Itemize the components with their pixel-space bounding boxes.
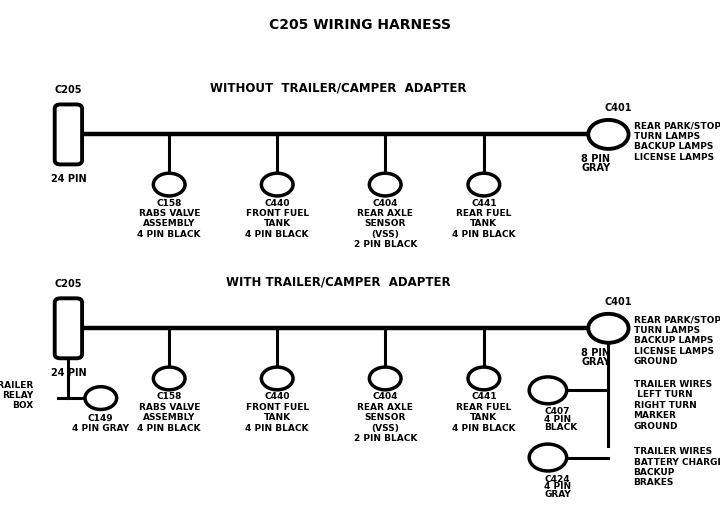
Text: C440
FRONT FUEL
TANK
4 PIN BLACK: C440 FRONT FUEL TANK 4 PIN BLACK — [246, 199, 309, 239]
Circle shape — [369, 367, 401, 390]
Text: C149
4 PIN GRAY: C149 4 PIN GRAY — [72, 414, 130, 433]
Text: C407: C407 — [544, 407, 570, 416]
Text: C205 WIRING HARNESS: C205 WIRING HARNESS — [269, 18, 451, 32]
Text: BLACK: BLACK — [544, 423, 577, 432]
Circle shape — [468, 367, 500, 390]
Text: 8 PIN: 8 PIN — [581, 348, 610, 358]
Text: C424: C424 — [544, 475, 570, 483]
Text: GRAY: GRAY — [544, 490, 571, 499]
Circle shape — [261, 173, 293, 196]
FancyBboxPatch shape — [55, 104, 82, 164]
Text: C404
REAR AXLE
SENSOR
(VSS)
2 PIN BLACK: C404 REAR AXLE SENSOR (VSS) 2 PIN BLACK — [354, 392, 417, 443]
Text: C205: C205 — [55, 85, 82, 95]
Text: 4 PIN: 4 PIN — [544, 415, 572, 424]
Text: 8 PIN: 8 PIN — [581, 154, 610, 164]
Text: C158
RABS VALVE
ASSEMBLY
4 PIN BLACK: C158 RABS VALVE ASSEMBLY 4 PIN BLACK — [138, 199, 201, 239]
Circle shape — [529, 444, 567, 471]
Text: C205: C205 — [55, 279, 82, 289]
Text: 4 PIN: 4 PIN — [544, 482, 572, 491]
Text: C440
FRONT FUEL
TANK
4 PIN BLACK: C440 FRONT FUEL TANK 4 PIN BLACK — [246, 392, 309, 433]
Text: 24 PIN: 24 PIN — [50, 368, 86, 377]
Text: TRAILER WIRES
BATTERY CHARGE
BACKUP
BRAKES: TRAILER WIRES BATTERY CHARGE BACKUP BRAK… — [634, 447, 720, 488]
Text: C401: C401 — [605, 103, 632, 113]
Text: TRAILER WIRES
 LEFT TURN
RIGHT TURN
MARKER
GROUND: TRAILER WIRES LEFT TURN RIGHT TURN MARKE… — [634, 380, 712, 431]
Text: 24 PIN: 24 PIN — [50, 174, 86, 184]
Circle shape — [153, 173, 185, 196]
Text: C441
REAR FUEL
TANK
4 PIN BLACK: C441 REAR FUEL TANK 4 PIN BLACK — [452, 392, 516, 433]
Circle shape — [588, 314, 629, 343]
Circle shape — [261, 367, 293, 390]
Circle shape — [153, 367, 185, 390]
Text: REAR PARK/STOP
TURN LAMPS
BACKUP LAMPS
LICENSE LAMPS
GROUND: REAR PARK/STOP TURN LAMPS BACKUP LAMPS L… — [634, 315, 720, 366]
Text: WITH TRAILER/CAMPER  ADAPTER: WITH TRAILER/CAMPER ADAPTER — [226, 275, 451, 288]
Text: C441
REAR FUEL
TANK
4 PIN BLACK: C441 REAR FUEL TANK 4 PIN BLACK — [452, 199, 516, 239]
Circle shape — [369, 173, 401, 196]
Text: REAR PARK/STOP
TURN LAMPS
BACKUP LAMPS
LICENSE LAMPS: REAR PARK/STOP TURN LAMPS BACKUP LAMPS L… — [634, 121, 720, 162]
Text: C404
REAR AXLE
SENSOR
(VSS)
2 PIN BLACK: C404 REAR AXLE SENSOR (VSS) 2 PIN BLACK — [354, 199, 417, 249]
Text: C401: C401 — [605, 297, 632, 307]
FancyBboxPatch shape — [55, 298, 82, 358]
Text: GRAY: GRAY — [581, 163, 610, 173]
Text: C158
RABS VALVE
ASSEMBLY
4 PIN BLACK: C158 RABS VALVE ASSEMBLY 4 PIN BLACK — [138, 392, 201, 433]
Text: TRAILER
RELAY
BOX: TRAILER RELAY BOX — [0, 381, 34, 410]
Circle shape — [85, 387, 117, 409]
Circle shape — [468, 173, 500, 196]
Circle shape — [529, 377, 567, 404]
Text: GRAY: GRAY — [581, 357, 610, 367]
Text: WITHOUT  TRAILER/CAMPER  ADAPTER: WITHOUT TRAILER/CAMPER ADAPTER — [210, 81, 467, 95]
Circle shape — [588, 120, 629, 149]
